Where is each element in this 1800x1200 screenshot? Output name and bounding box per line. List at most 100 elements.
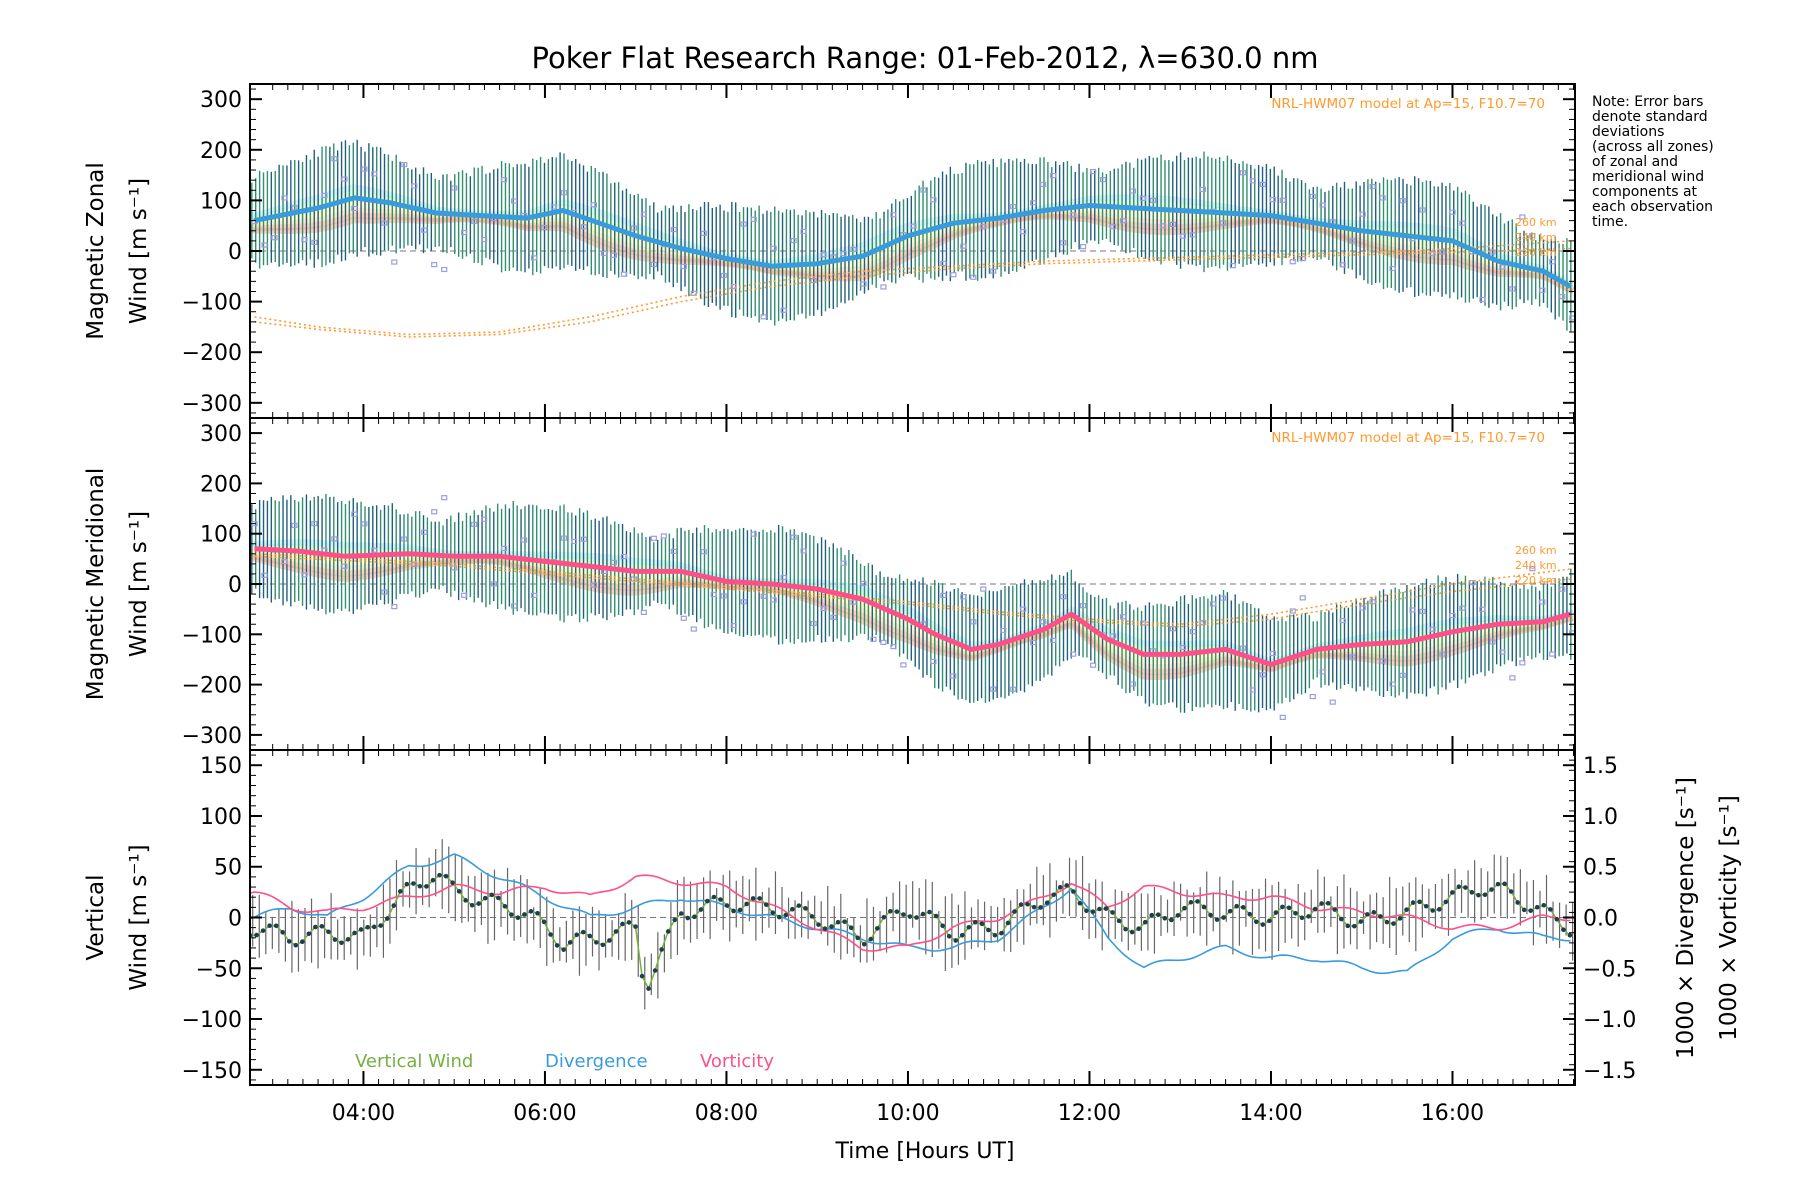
note-line: each observation (1592, 199, 1713, 215)
zone-point (1070, 651, 1077, 657)
zone-point (1080, 244, 1087, 250)
zone-point (1539, 599, 1546, 605)
vertical-wind-point (613, 929, 619, 934)
zone-point (1559, 294, 1566, 300)
x-tick-label: 16:00 (1421, 1101, 1484, 1126)
zone-point (1040, 181, 1047, 188)
vertical-wind-panel: Vertical Wind Divergence Vorticity 1.5 1.0 0.… (83, 749, 1742, 1126)
vertical-wind-point (594, 940, 599, 945)
zone-point (720, 593, 727, 599)
zone-point (760, 593, 767, 599)
zone-point (1189, 628, 1197, 635)
y-axis-label-line2: Wind [m s⁻¹] (126, 844, 152, 990)
vertical-wind-point (620, 921, 625, 927)
note-line: time. (1592, 214, 1628, 230)
zone-point (1269, 650, 1276, 657)
vertical-wind-point (1319, 901, 1324, 906)
vertical-wind-point (313, 924, 318, 930)
vertical-wind-point (1149, 912, 1155, 918)
vertical-wind-point (920, 911, 926, 917)
vertical-wind-point (953, 938, 958, 943)
zone-point (311, 521, 318, 527)
zone-point (1020, 606, 1027, 612)
vertical-wind-point (966, 924, 972, 930)
zonal-wind-panel: NRL-HWM07 model at Ap=15, F10.7=70 260 km… (83, 83, 1576, 419)
zone-point (1489, 639, 1496, 645)
zone-point (960, 594, 967, 600)
vertical-wind-point (698, 907, 704, 912)
vertical-wind-point (1312, 906, 1318, 912)
note-line: of zonal and (1592, 154, 1678, 170)
vertical-wind-point (1332, 907, 1337, 912)
y-tick-label: 100 (200, 523, 242, 548)
y-tick-label: −100 (182, 1008, 242, 1033)
zone-point (1559, 586, 1566, 592)
zone-point (1030, 639, 1037, 646)
vertical-wind-point (371, 924, 377, 930)
zone-point (880, 284, 887, 290)
vertical-wind-point (1515, 900, 1520, 905)
zone-point (910, 223, 917, 229)
y-tick-label: −300 (182, 392, 242, 417)
zone-point (441, 266, 448, 273)
vertical-wind-point (273, 923, 279, 929)
vertical-wind-point (319, 924, 325, 929)
vertical-wind-point (1162, 915, 1168, 921)
zone-point (431, 509, 438, 515)
zone-point (820, 605, 827, 612)
vertical-wind-point (482, 895, 488, 901)
vertical-wind-point (979, 921, 985, 927)
zone-point (680, 615, 687, 621)
zone-point (680, 263, 687, 270)
vertical-wind-point (744, 901, 749, 907)
zone-point (1419, 207, 1426, 213)
zone-point (1040, 619, 1047, 625)
vertical-wind-point (397, 889, 403, 894)
vertical-wind-point (1155, 912, 1161, 918)
vertical-wind-point (888, 908, 893, 914)
zone-point (1169, 221, 1177, 228)
zone-point (461, 229, 468, 236)
vertical-wind-point (816, 922, 821, 927)
vertical-wind-point (1345, 923, 1351, 929)
right-tick-label: 1.5 (1583, 754, 1618, 779)
vertical-wind-point (1260, 922, 1266, 927)
vertical-wind-point (326, 929, 331, 935)
zone-point (481, 236, 488, 243)
model-curve (254, 553, 1571, 626)
zone-point (790, 237, 797, 244)
right-tick-label: −1.0 (1583, 1008, 1636, 1033)
zone-point (730, 283, 737, 290)
vertical-wind-point (1116, 918, 1122, 924)
model-curve (254, 247, 1571, 338)
vertical-wind-point (1025, 901, 1030, 907)
zone-point (261, 572, 268, 578)
zone-point (1010, 204, 1017, 210)
y-tick-label: 300 (200, 88, 242, 113)
y-axis-label-line2: Wind [m s⁻¹] (126, 178, 152, 324)
vertical-wind-point (299, 939, 305, 945)
plot-area (250, 139, 1575, 338)
vertical-wind-point (1541, 902, 1547, 908)
zone-point (461, 592, 468, 598)
vertical-wind-point (842, 919, 847, 924)
note-line: (across all zones) (1592, 139, 1714, 155)
vertical-wind-point (332, 937, 338, 942)
zone-point (950, 272, 957, 278)
zone-point (710, 591, 717, 598)
zone-point (870, 636, 877, 642)
vertical-wind-point (1528, 908, 1534, 913)
vertical-wind-point (1436, 907, 1442, 912)
vertical-wind-point (1169, 917, 1174, 923)
vertical-wind-point (1306, 914, 1311, 919)
model-altitude-label: 260 km (1515, 544, 1557, 557)
vertical-wind-point (1378, 914, 1383, 919)
y-axis-label-line1: Magnetic Zonal (83, 162, 109, 340)
zone-point (570, 538, 578, 545)
vertical-wind-point (1450, 890, 1455, 895)
vertical-wind-point (861, 942, 867, 947)
vertical-wind-point (1521, 907, 1527, 913)
zone-point (1060, 240, 1067, 246)
zone-point (780, 574, 787, 581)
